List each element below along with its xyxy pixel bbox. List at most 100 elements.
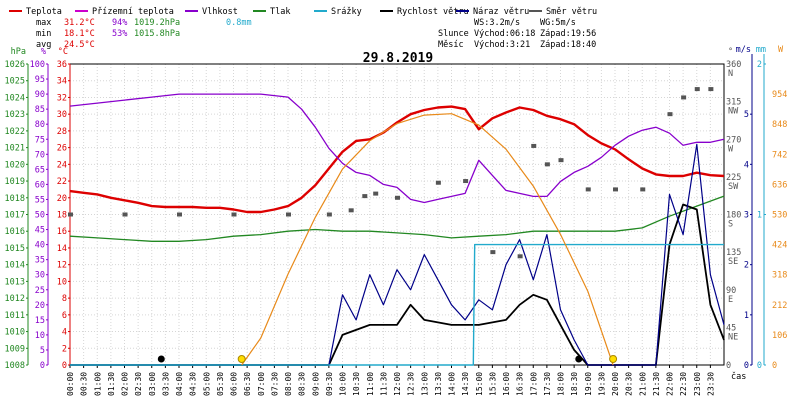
axis-tick-label-direction: 90: [726, 286, 736, 296]
legend-label-5: Rychlost větru: [397, 7, 469, 17]
moonrise-marker: [157, 355, 165, 363]
series-1: [69, 93, 725, 204]
x-axis-tick-label: 14:00: [448, 372, 457, 396]
x-axis-tick-label: 06:30: [243, 372, 252, 396]
axis-tick-label-temperature: 32: [57, 93, 67, 103]
x-axis-tick-label: 22:00: [666, 372, 675, 396]
axis-tick-label-humidity: 40: [35, 241, 45, 251]
wind-direction-point: [395, 195, 400, 200]
axis-letter-direction: N: [728, 69, 733, 79]
axis-tick-label-pressure: 1016: [5, 227, 25, 237]
legend-label-2: Vlhkost: [202, 7, 238, 17]
x-axis-tick-label: 21:30: [652, 372, 661, 396]
x-axis-tick-label: 04:30: [189, 372, 198, 396]
axis-tick-label-solar: 0: [772, 361, 777, 371]
x-axis-label: čas: [731, 371, 746, 382]
axis-tick-label-humidity: 75: [35, 135, 45, 145]
wind-direction-point: [362, 194, 368, 199]
stats-max-rain: 0.8mm: [226, 18, 252, 28]
moonset-marker: [575, 355, 583, 363]
series-4: [70, 143, 725, 366]
axis-tick-label-humidity: 45: [35, 226, 45, 236]
wind-direction-point: [326, 212, 332, 217]
x-axis-tick-label: 17:30: [543, 372, 552, 396]
x-axis-tick-label: 13:30: [434, 372, 443, 396]
axis-title-rain: mm: [756, 45, 766, 55]
axis-tick-label-wind_speed: 3: [744, 211, 749, 221]
axis-tick-label-solar: 742: [772, 150, 787, 160]
x-axis-tick-label: 12:00: [393, 372, 402, 396]
axis-tick-label-pressure: 1011: [5, 311, 25, 321]
axis-tick-label-wind_speed: 2: [744, 261, 749, 271]
axis-tick-label-humidity: 85: [35, 105, 45, 115]
x-axis-tick-label: 01:30: [107, 372, 116, 396]
axis-tick-label-humidity: 55: [35, 195, 45, 205]
x-axis-tick-label: 03:30: [161, 372, 170, 396]
x-axis-tick-label: 05:00: [202, 372, 211, 396]
axes: hPa1026102510241023102210211020101910181…: [5, 45, 788, 396]
axis-tick-label-temperature: 18: [57, 211, 67, 221]
axis-tick-label-pressure: 1010: [5, 328, 25, 338]
x-axis-tick-label: 03:00: [148, 372, 157, 396]
stats-min-label: min: [36, 29, 51, 39]
axis-tick-label-pressure: 1024: [5, 93, 25, 103]
axis-tick-label-humidity: 80: [35, 120, 45, 130]
stats-avg-label: avg: [36, 40, 51, 50]
axis-tick-label-humidity: 65: [35, 165, 45, 175]
axis-tick-label-temperature: 16: [57, 227, 67, 237]
axis-tick-label-solar: 954: [772, 90, 787, 100]
wind-direction-point: [558, 158, 564, 163]
wind-direction-point: [122, 212, 128, 217]
axis-tick-label-solar: 636: [772, 180, 787, 190]
axis-tick-label-temperature: 10: [57, 277, 67, 287]
x-axis-tick-label: 16:00: [502, 372, 511, 396]
axis-tick-label-temperature: 14: [57, 244, 67, 254]
sunrise-marker: [237, 355, 246, 363]
x-axis-tick-label: 19:00: [584, 372, 593, 396]
axis-letter-direction: SE: [728, 257, 738, 267]
stats-min-press: 1015.8hPa: [134, 29, 180, 39]
x-axis-tick-label: 01:00: [93, 372, 102, 396]
axis-tick-label-temperature: 20: [57, 194, 67, 204]
axis-tick-label-temperature: 6: [62, 311, 67, 321]
wind-direction-point: [286, 212, 291, 217]
x-axis-tick-label: 16:30: [516, 372, 525, 396]
axis-tick-label-humidity: 15: [35, 316, 45, 326]
axis-tick-label-temperature: 24: [57, 160, 67, 170]
sunset-marker: [609, 355, 618, 363]
axis-tick-label-temperature: 26: [57, 144, 67, 154]
x-axis-tick-label: 18:00: [557, 372, 566, 396]
x-axis-tick-label: 23:00: [693, 372, 702, 396]
legend-label-3: Tlak: [270, 7, 290, 17]
axis-tick-label-solar: 530: [772, 211, 787, 221]
x-axis-tick-label: 20:00: [611, 372, 620, 396]
axis-tick-label-solar: 106: [772, 331, 787, 341]
wind-direction-point: [708, 87, 714, 92]
stats-min-hum: 53%: [112, 29, 127, 39]
wind-direction-point: [373, 191, 379, 196]
x-axis-tick-label: 21:00: [638, 372, 647, 396]
axis-tick-label-direction: 315: [726, 98, 741, 108]
axis-tick-label-humidity: 5: [40, 346, 45, 356]
axis-tick-label-pressure: 1012: [5, 294, 25, 304]
wind-direction-point: [613, 187, 618, 192]
x-axis-tick-label: 20:30: [625, 372, 634, 396]
wind-direction-point: [517, 254, 523, 259]
x-axis-tick-label: 19:30: [597, 372, 606, 396]
axis-tick-label-pressure: 1014: [5, 261, 25, 271]
x-axis-tick-label: 09:30: [325, 372, 334, 396]
axis-tick-label-temperature: 2: [62, 344, 67, 354]
legend-label-7: Směr větru: [546, 7, 597, 17]
sun-rise: Východ:06:18: [474, 29, 535, 39]
x-axis-tick-label: 02:00: [121, 372, 130, 396]
series-5: [70, 243, 724, 366]
stats-min-temp: 18.1°C: [64, 29, 95, 39]
sun-label: Slunce: [438, 29, 469, 39]
axis-tick-label-pressure: 1020: [5, 160, 25, 170]
axis-tick-label-wind_speed: 1: [744, 311, 749, 321]
axis-letter-direction: W: [728, 144, 734, 154]
wind-direction-point: [177, 212, 182, 217]
axis-letter-direction: S: [728, 220, 733, 230]
axis-tick-label-humidity: 95: [35, 75, 45, 85]
wind-direction-point: [435, 180, 441, 185]
